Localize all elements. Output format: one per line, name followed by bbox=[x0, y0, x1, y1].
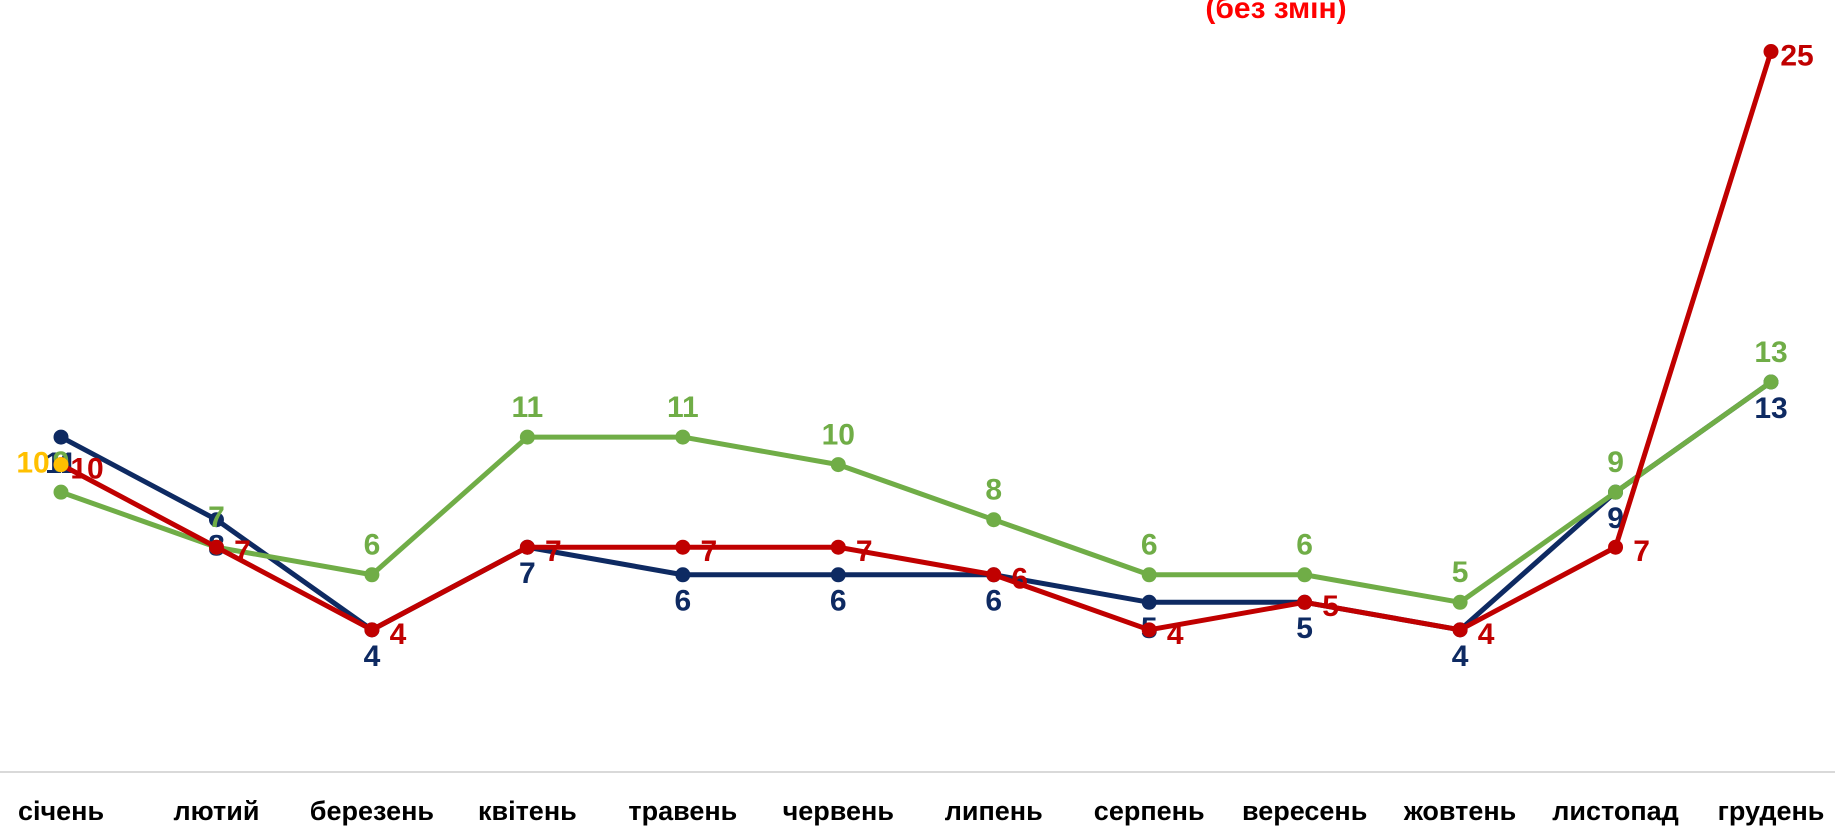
data-point bbox=[208, 512, 224, 528]
data-point bbox=[1141, 622, 1157, 638]
x-tick-label: червень bbox=[783, 796, 894, 826]
x-tick-label: березень bbox=[310, 796, 434, 826]
data-point bbox=[53, 429, 69, 445]
data-label: 7 bbox=[1633, 535, 1650, 568]
data-label: 6 bbox=[1141, 529, 1158, 562]
data-label: 7 bbox=[519, 557, 536, 590]
data-label: 25 bbox=[1780, 39, 1813, 72]
data-label: 11 bbox=[667, 391, 699, 424]
data-point bbox=[675, 567, 691, 583]
data-point bbox=[1297, 594, 1313, 610]
x-tick-label: вересень bbox=[1242, 796, 1367, 826]
x-tick-label: серпень bbox=[1094, 796, 1205, 826]
data-point bbox=[830, 567, 846, 583]
data-label: 7 bbox=[700, 535, 717, 568]
series-line bbox=[60, 379, 1773, 605]
x-tick-label: грудень bbox=[1718, 796, 1825, 826]
data-label: 5 bbox=[1452, 556, 1469, 589]
data-point bbox=[208, 539, 224, 555]
data-label: 10 bbox=[16, 447, 49, 480]
x-tick-label: січень bbox=[18, 796, 104, 826]
data-label: 7 bbox=[208, 501, 225, 534]
data-point bbox=[1608, 539, 1624, 555]
data-label: 13 bbox=[1754, 336, 1787, 369]
data-point bbox=[53, 457, 69, 473]
data-label: 11 bbox=[512, 391, 544, 424]
data-label: 7 bbox=[234, 535, 251, 568]
data-label: 6 bbox=[1296, 529, 1313, 562]
data-label: 7 bbox=[545, 535, 562, 568]
data-label: 10 bbox=[70, 453, 103, 486]
data-point bbox=[1763, 374, 1779, 390]
data-label: 5 bbox=[1296, 612, 1313, 645]
data-point bbox=[1297, 567, 1313, 583]
data-point bbox=[986, 512, 1002, 528]
data-label: 13 bbox=[1754, 392, 1787, 425]
data-point bbox=[1763, 44, 1779, 60]
x-tick-label: лютий bbox=[173, 796, 259, 826]
x-tick-label: травень bbox=[628, 796, 737, 826]
x-tick-label: липень bbox=[945, 796, 1043, 826]
data-label: 7 bbox=[856, 535, 873, 568]
x-tick-label: квітень bbox=[478, 796, 577, 826]
data-point bbox=[1452, 594, 1468, 610]
data-point bbox=[1608, 484, 1624, 500]
series-line bbox=[59, 379, 1773, 633]
data-label: 8 bbox=[985, 474, 1002, 507]
data-label: 6 bbox=[985, 585, 1002, 618]
data-point bbox=[675, 539, 691, 555]
data-point bbox=[1452, 622, 1468, 638]
data-point bbox=[1141, 567, 1157, 583]
data-point bbox=[519, 539, 535, 555]
data-label: 6 bbox=[674, 585, 691, 618]
data-point bbox=[364, 567, 380, 583]
data-label: 6 bbox=[364, 529, 381, 562]
data-label: 6 bbox=[1011, 563, 1028, 596]
data-label: 4 bbox=[364, 640, 381, 673]
data-point bbox=[986, 567, 1002, 583]
data-label: 9 bbox=[1607, 446, 1624, 479]
data-label: 10 bbox=[822, 419, 855, 452]
data-point bbox=[675, 429, 691, 445]
data-point bbox=[519, 429, 535, 445]
data-label: 5 bbox=[1322, 590, 1339, 623]
annotation: (без змін) bbox=[1205, 0, 1346, 25]
data-point bbox=[53, 484, 69, 500]
data-label: 6 bbox=[830, 585, 847, 618]
data-label: 4 bbox=[1452, 640, 1469, 673]
data-point bbox=[830, 539, 846, 555]
series-line bbox=[59, 50, 1774, 633]
data-label: 4 bbox=[390, 618, 407, 651]
x-tick-label: листопад bbox=[1552, 796, 1679, 826]
data-point bbox=[1141, 594, 1157, 610]
data-point bbox=[830, 457, 846, 473]
data-label: 4 bbox=[1167, 618, 1184, 651]
data-point bbox=[364, 622, 380, 638]
data-label: 4 bbox=[1478, 618, 1495, 651]
x-tick-label: жовтень bbox=[1403, 796, 1516, 826]
